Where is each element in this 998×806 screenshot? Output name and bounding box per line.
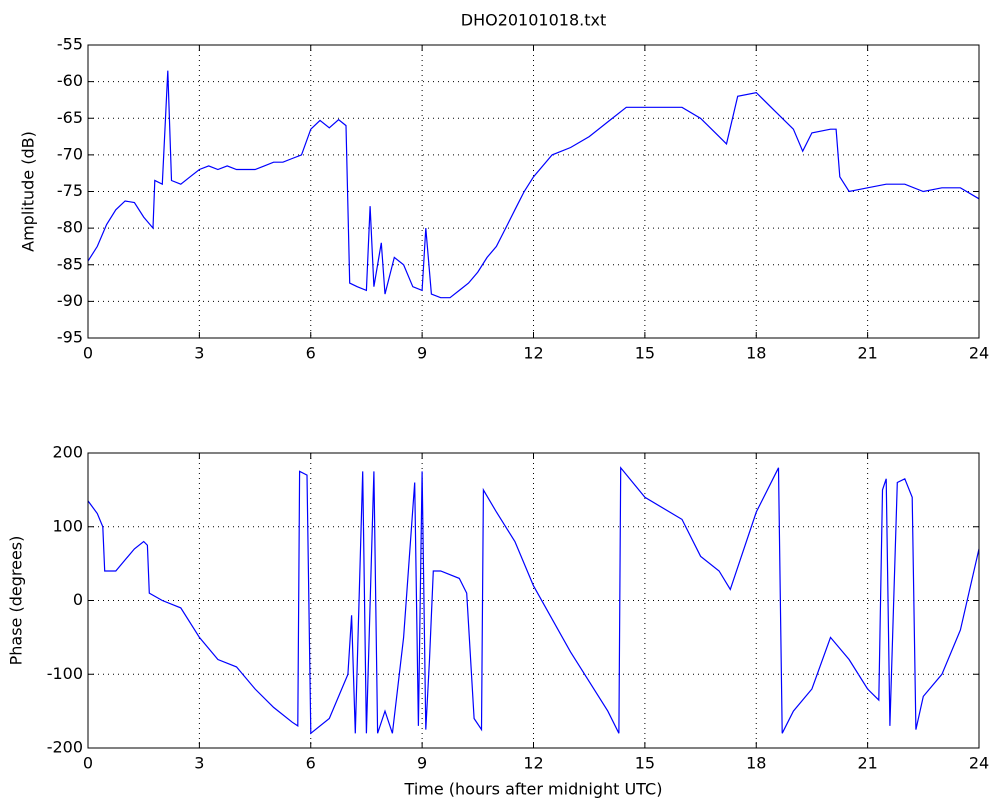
x-tick-label: 12 xyxy=(523,344,543,363)
x-tick-label: 21 xyxy=(857,344,877,363)
x-tick-label: 0 xyxy=(83,344,93,363)
y-tick-label: -65 xyxy=(57,108,83,127)
x-tick-label: 3 xyxy=(194,754,204,773)
y-tick-label: 100 xyxy=(52,516,83,535)
x-axis-label: Time (hours after midnight UTC) xyxy=(404,780,663,799)
x-tick-label: 24 xyxy=(969,754,989,773)
x-tick-label: 9 xyxy=(417,344,427,363)
y-axis-label: Phase (degrees) xyxy=(7,536,26,666)
axes-frame xyxy=(87,44,980,339)
y-axis-label: Amplitude (dB) xyxy=(19,131,38,252)
x-tick-label: 6 xyxy=(306,754,316,773)
chart-title: DHO20101018.txt xyxy=(461,11,606,30)
x-tick-label: 12 xyxy=(523,754,543,773)
y-tick-label: 0 xyxy=(73,590,83,609)
x-tick-label: 15 xyxy=(635,344,655,363)
x-tick-label: 18 xyxy=(746,754,766,773)
x-tick-label: 0 xyxy=(83,754,93,773)
y-tick-label: -90 xyxy=(57,291,83,310)
x-tick-label: 15 xyxy=(635,754,655,773)
x-tick-label: 21 xyxy=(857,754,877,773)
x-tick-label: 18 xyxy=(746,344,766,363)
y-tick-label: -85 xyxy=(57,254,83,273)
x-tick-label: 6 xyxy=(306,344,316,363)
y-tick-label: -75 xyxy=(57,181,83,200)
x-tick-label: 3 xyxy=(194,344,204,363)
y-tick-label: -200 xyxy=(47,738,83,757)
y-tick-label: -55 xyxy=(57,35,83,54)
x-tick-label: 24 xyxy=(969,344,989,363)
x-tick-label: 9 xyxy=(417,754,427,773)
y-tick-label: -100 xyxy=(47,664,83,683)
y-tick-label: -70 xyxy=(57,144,83,163)
y-tick-label: -60 xyxy=(57,71,83,90)
axes-frame xyxy=(87,452,980,749)
y-tick-label: 200 xyxy=(52,443,83,462)
data-line xyxy=(87,70,980,299)
y-tick-label: -80 xyxy=(57,218,83,237)
y-tick-label: -95 xyxy=(57,328,83,347)
data-line xyxy=(87,466,980,735)
